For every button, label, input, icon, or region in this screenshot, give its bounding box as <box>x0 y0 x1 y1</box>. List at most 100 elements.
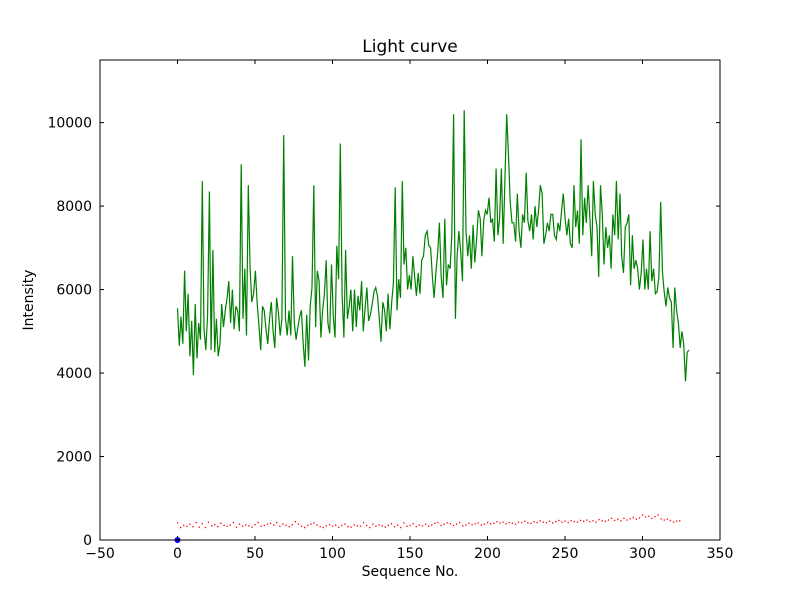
data-point-red <box>279 525 281 527</box>
data-point-red <box>474 523 476 525</box>
data-point-red <box>555 521 557 523</box>
data-point-red <box>421 525 424 527</box>
data-point-red <box>635 518 637 520</box>
data-point-red <box>570 520 572 522</box>
data-point-red <box>477 522 479 524</box>
data-point-red <box>344 523 346 525</box>
data-point-red <box>589 521 591 523</box>
data-point-red <box>288 526 290 528</box>
data-point-red <box>533 521 535 523</box>
data-point-red <box>232 521 234 524</box>
data-point-red <box>260 525 262 527</box>
data-point-red <box>657 514 659 516</box>
data-point-red <box>632 516 634 519</box>
x-tick-label: 200 <box>474 546 501 562</box>
data-point-red <box>660 518 662 520</box>
data-point-red <box>238 523 241 525</box>
data-point-red <box>375 525 377 527</box>
data-point-red <box>397 524 399 526</box>
data-point-red <box>508 521 510 524</box>
data-point-red <box>561 521 563 523</box>
data-point-red <box>490 523 492 525</box>
data-point-red <box>493 522 495 524</box>
data-point-red <box>338 526 340 528</box>
data-point-red <box>496 521 498 523</box>
data-point-red <box>552 522 554 524</box>
y-tick-label: 10000 <box>47 116 92 132</box>
data-point-red <box>412 523 414 525</box>
data-point-red <box>564 520 566 522</box>
x-tick-label: 0 <box>173 546 182 562</box>
plot-area <box>174 110 690 543</box>
data-point-red <box>558 519 560 522</box>
data-point-red <box>341 524 343 527</box>
data-point-red <box>567 521 569 524</box>
data-point-red <box>217 526 219 528</box>
data-point-red <box>378 524 380 526</box>
data-point-red <box>245 524 247 526</box>
data-point-red <box>183 524 185 527</box>
x-tick-label: 150 <box>397 546 424 562</box>
data-point-red <box>517 521 520 523</box>
series-line-intensity <box>176 110 690 382</box>
data-point-red <box>307 524 309 527</box>
data-point-red <box>300 525 303 527</box>
data-point-red <box>384 526 386 528</box>
y-axis-label: Intensity <box>21 270 37 331</box>
data-point-red <box>387 524 389 527</box>
data-point-red <box>406 525 408 527</box>
data-point-red <box>409 524 411 527</box>
x-tick-label: 300 <box>629 546 656 562</box>
data-point-red <box>480 524 482 526</box>
data-point-red <box>381 525 383 527</box>
data-point-red <box>437 521 439 524</box>
data-point-red <box>186 525 188 527</box>
data-point-red <box>583 520 585 522</box>
data-point-red <box>372 523 374 525</box>
data-point-red <box>180 526 182 529</box>
x-tick-label: −50 <box>85 546 115 562</box>
data-point-red <box>310 523 312 525</box>
y-tick-label: 8000 <box>56 199 92 215</box>
data-point-red <box>285 524 287 527</box>
data-point-red <box>335 524 337 526</box>
ticks: −50 0 50 100 150 200 250 300 3500200040006000800… <box>47 60 733 562</box>
x-tick-label: 50 <box>246 546 264 562</box>
data-point-red <box>511 522 513 524</box>
y-tick-label: 2000 <box>56 450 92 466</box>
y-tick-label: 4000 <box>56 366 92 382</box>
data-point-red <box>669 519 672 522</box>
data-point-red <box>418 524 420 526</box>
data-point-red <box>251 526 253 528</box>
data-point-red <box>505 523 507 525</box>
data-point-red <box>483 523 486 525</box>
data-point-red <box>192 526 194 528</box>
x-tick-label: 350 <box>707 546 734 562</box>
data-point-red <box>641 514 644 516</box>
data-point-red <box>313 522 315 524</box>
data-point-red <box>353 524 355 526</box>
data-point-red <box>539 520 541 522</box>
chart-title: Light curve <box>362 37 457 57</box>
y-tick-label: 0 <box>83 533 92 549</box>
data-point-red <box>242 525 244 527</box>
data-point-red <box>207 521 210 523</box>
data-point-red <box>220 522 222 524</box>
x-axis-label: Sequence No. <box>362 564 459 580</box>
data-point-red <box>254 524 256 526</box>
data-point-red <box>214 524 216 526</box>
data-point-red <box>403 522 405 524</box>
data-point-red <box>527 522 529 524</box>
data-point-red <box>325 525 327 527</box>
data-point-red <box>465 524 467 526</box>
data-point-red <box>573 521 575 523</box>
data-point-red <box>524 520 526 522</box>
data-point-red <box>369 526 371 529</box>
data-point-red <box>530 522 532 524</box>
data-point-red <box>502 521 504 523</box>
data-point-red <box>663 519 665 521</box>
data-point-red <box>297 523 300 525</box>
data-point-red <box>592 520 594 522</box>
data-point-red <box>431 524 433 526</box>
